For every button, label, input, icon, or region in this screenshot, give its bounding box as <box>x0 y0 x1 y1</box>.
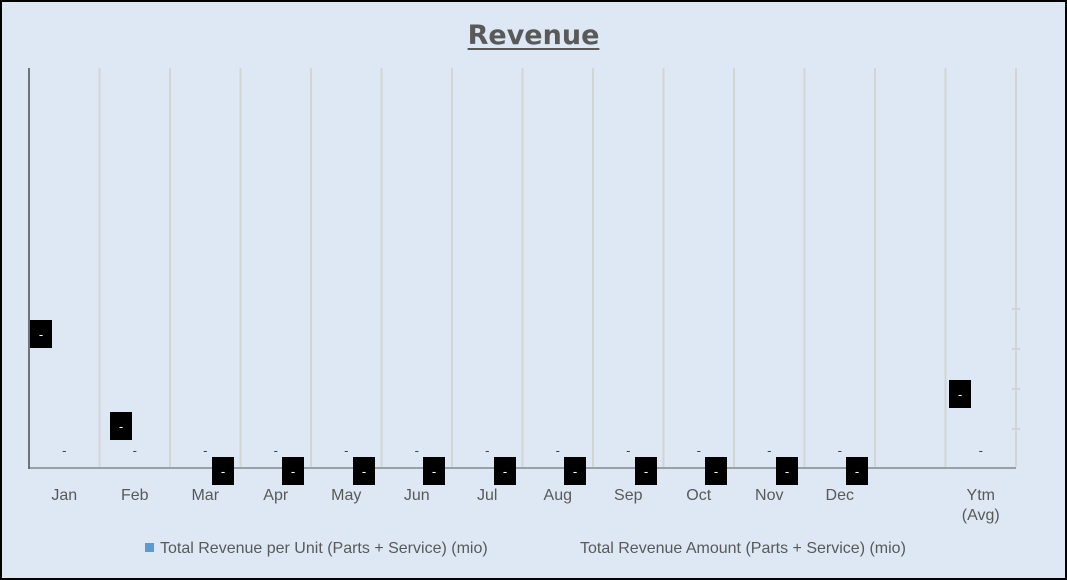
data-label-series-2: - <box>573 464 577 479</box>
x-tick-label: Sep <box>614 487 643 504</box>
data-label-series-2: - <box>855 464 859 479</box>
legend-label-series-2: Total Revenue Amount (Parts + Service) (… <box>580 540 906 557</box>
data-label-series-2: - <box>785 464 789 479</box>
data-label-series-1: - <box>485 443 489 458</box>
legend: Total Revenue per Unit (Parts + Service)… <box>2 540 1065 562</box>
data-label-series-1: - <box>556 443 560 458</box>
data-label-series-1: - <box>979 443 983 458</box>
data-label-series-2: - <box>714 464 718 479</box>
data-label-series-2: - <box>958 387 962 402</box>
data-label-box-series-2 <box>776 457 798 485</box>
data-label-series-2: - <box>221 464 225 479</box>
data-label-series-2: - <box>119 419 123 434</box>
data-label-box-series-2 <box>212 457 234 485</box>
data-label-series-1: - <box>767 443 771 458</box>
data-label-box-series-2 <box>846 457 868 485</box>
data-label-box-series-2 <box>705 457 727 485</box>
x-tick-label: Jan <box>51 487 77 504</box>
data-label-box-series-2 <box>494 457 516 485</box>
legend-label-series-1: Total Revenue per Unit (Parts + Service)… <box>160 540 488 557</box>
data-label-series-2: - <box>39 327 43 342</box>
legend-swatch-series-1 <box>145 543 154 552</box>
data-label-box-series-2 <box>423 457 445 485</box>
data-label-box-series-2 <box>949 380 971 408</box>
data-label-box-series-2 <box>353 457 375 485</box>
data-label-series-1: - <box>133 443 137 458</box>
data-label-series-1: - <box>838 443 842 458</box>
data-label-series-2: - <box>432 464 436 479</box>
x-tick-label: Nov <box>755 487 783 504</box>
data-label-series-1: - <box>62 443 66 458</box>
data-label-series-1: - <box>415 443 419 458</box>
data-label-box-series-2 <box>30 320 52 348</box>
data-label-series-1: - <box>697 443 701 458</box>
data-label-series-2: - <box>362 464 366 479</box>
x-tick-label: Ytm <box>967 487 995 504</box>
x-tick-label: Mar <box>191 487 219 504</box>
legend-item-series-1: Total Revenue per Unit (Parts + Service)… <box>145 540 488 558</box>
x-tick-label: Dec <box>826 487 854 504</box>
data-label-box-series-2 <box>635 457 657 485</box>
x-tick-label: (Avg) <box>962 507 1000 524</box>
data-label-box-series-2 <box>282 457 304 485</box>
x-tick-label: Aug <box>544 487 572 504</box>
data-label-series-1: - <box>344 443 348 458</box>
x-tick-label: Jun <box>404 487 430 504</box>
data-label-series-2: - <box>644 464 648 479</box>
x-tick-label: May <box>331 487 361 504</box>
data-label-series-2: - <box>291 464 295 479</box>
x-tick-label: Jul <box>477 487 497 504</box>
data-label-series-1: - <box>626 443 630 458</box>
data-label-series-1: - <box>203 443 207 458</box>
data-label-series-2: - <box>503 464 507 479</box>
x-tick-label: Feb <box>121 487 149 504</box>
x-tick-label: Oct <box>686 487 711 504</box>
legend-item-series-2: Total Revenue Amount (Parts + Service) (… <box>580 540 906 558</box>
x-tick-label: Apr <box>263 487 289 504</box>
data-label-box-series-2 <box>110 412 132 440</box>
data-label-box-series-2 <box>564 457 586 485</box>
chart-title: Revenue <box>467 20 600 51</box>
data-label-series-1: - <box>274 443 278 458</box>
